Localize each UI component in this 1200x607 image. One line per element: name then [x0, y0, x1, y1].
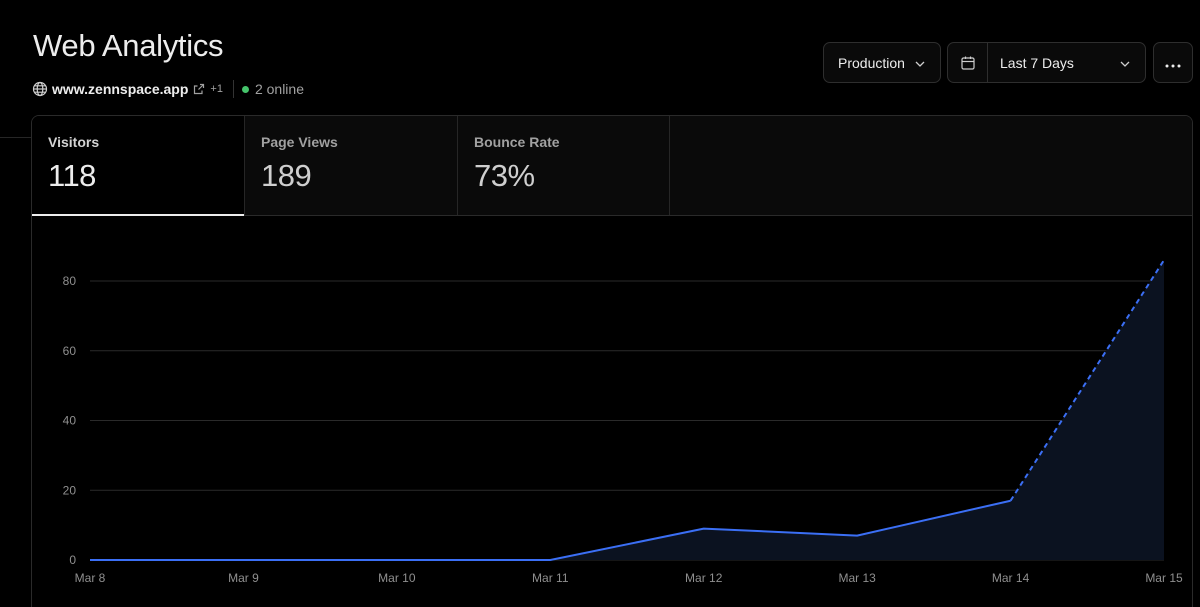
calendar-icon[interactable] — [948, 43, 988, 82]
tab-label: Page Views — [261, 134, 338, 150]
y-tick-label: 0 — [69, 553, 76, 567]
y-tick-label: 80 — [63, 274, 77, 288]
x-tick-label: Mar 9 — [228, 571, 259, 585]
header-divider — [0, 137, 32, 138]
tab-label: Visitors — [48, 134, 100, 150]
domain-link[interactable]: www.zennspace.app — [52, 81, 189, 97]
tab-page-views[interactable]: Page Views 189 — [245, 116, 458, 215]
x-tick-label: Mar 12 — [685, 571, 723, 585]
x-tick-label: Mar 15 — [1145, 571, 1183, 585]
metric-tabs: Visitors 118 Page Views 189 Bounce Rate … — [32, 116, 1192, 216]
external-link-icon[interactable] — [193, 83, 205, 95]
analytics-card: Visitors 118 Page Views 189 Bounce Rate … — [31, 115, 1193, 607]
environment-select[interactable]: Production — [823, 42, 941, 83]
more-options-button[interactable] — [1153, 42, 1193, 83]
online-status-dot — [241, 85, 249, 93]
x-tick-label: Mar 11 — [532, 571, 569, 585]
extra-domains-badge[interactable]: +1 — [210, 83, 223, 95]
visitors-chart: 0 20 40 60 80 Mar 8 Mar 9 Mar 10 Mar 11 Mar 12 Mar… — [63, 259, 1183, 585]
tab-value: 73% — [474, 158, 535, 193]
chevron-down-icon — [914, 57, 926, 69]
x-tick-label: Mar 10 — [378, 571, 416, 585]
tabs-filler — [670, 116, 1192, 215]
y-tick-label: 40 — [63, 414, 77, 428]
x-tick-label: Mar 14 — [992, 571, 1030, 585]
globe-icon — [32, 81, 48, 97]
x-tick-label: Mar 8 — [75, 571, 106, 585]
online-count: 2 online — [254, 81, 304, 97]
page-title: Web Analytics — [33, 28, 224, 63]
date-range-label: Last 7 Days — [1000, 54, 1074, 71]
area-fill — [90, 260, 1164, 560]
divider — [232, 80, 234, 98]
tab-label: Bounce Rate — [474, 134, 560, 150]
environment-label: Production — [838, 54, 905, 71]
ellipsis-icon — [1165, 55, 1181, 71]
date-range-select[interactable]: Last 7 Days — [947, 42, 1146, 83]
y-tick-label: 60 — [63, 344, 77, 358]
tab-bounce-rate[interactable]: Bounce Rate 73% — [458, 116, 670, 215]
site-meta: www.zennspace.app +1 2 online — [32, 79, 304, 99]
series-line — [90, 499, 1011, 561]
x-tick-label: Mar 13 — [838, 571, 876, 585]
tab-value: 189 — [261, 158, 312, 193]
tab-value: 118 — [48, 158, 96, 193]
y-tick-label: 20 — [63, 483, 77, 497]
tab-visitors[interactable]: Visitors 118 — [32, 116, 245, 216]
chevron-down-icon — [1119, 57, 1131, 69]
projected-line — [1009, 259, 1165, 502]
